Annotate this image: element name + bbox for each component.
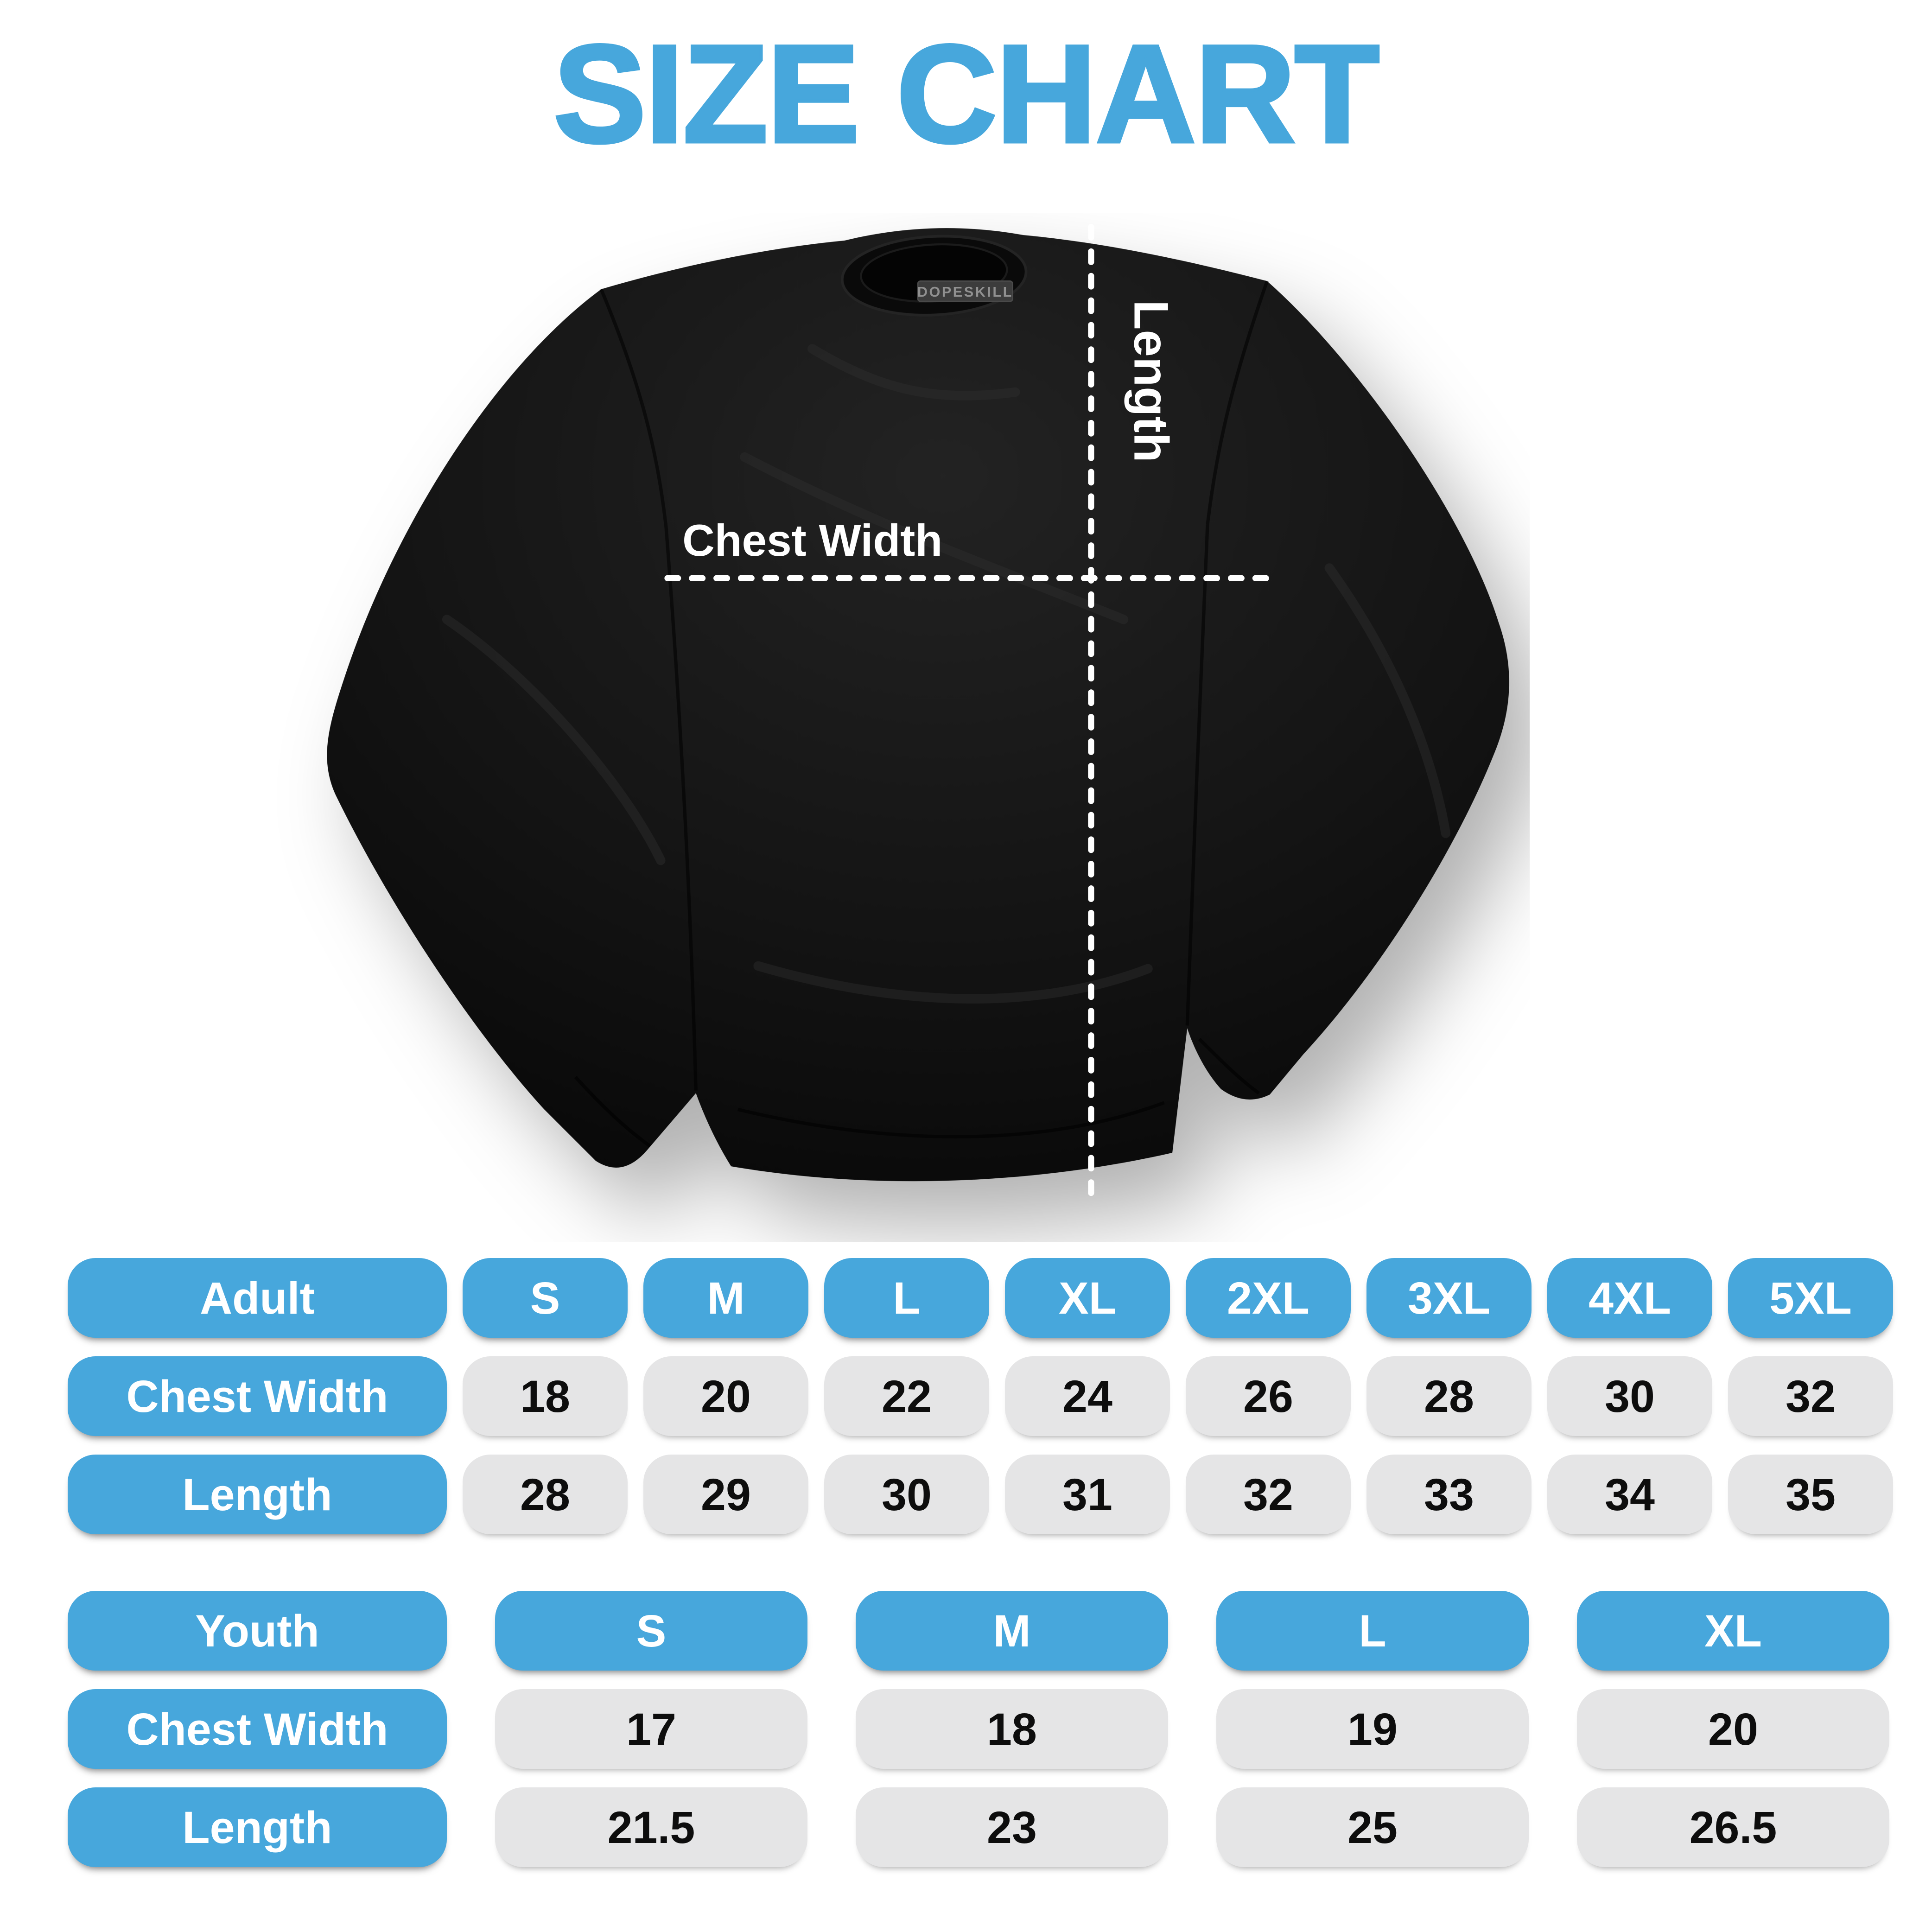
row-label: Chest Width bbox=[68, 1689, 447, 1769]
adult-length-row: Length 28 29 30 31 32 33 34 35 bbox=[68, 1455, 1893, 1534]
value-cell: 24 bbox=[1005, 1356, 1170, 1436]
value-cell: 17 bbox=[495, 1689, 807, 1769]
value-cell: 26.5 bbox=[1577, 1787, 1889, 1867]
adult-size-table: Adult S M L XL 2XL 3XL 4XL 5XL Chest Wid… bbox=[68, 1258, 1893, 1553]
value-cell: 34 bbox=[1547, 1455, 1712, 1534]
adult-size-header-5xl: 5XL bbox=[1728, 1258, 1893, 1338]
value-cell: 28 bbox=[463, 1455, 628, 1534]
value-cell: 25 bbox=[1216, 1787, 1529, 1867]
value-cell: 28 bbox=[1366, 1356, 1532, 1436]
value-cell: 31 bbox=[1005, 1455, 1170, 1534]
adult-size-header-l: L bbox=[824, 1258, 989, 1338]
adult-size-header-4xl: 4XL bbox=[1547, 1258, 1712, 1338]
chest-width-label: Chest Width bbox=[682, 516, 942, 566]
adult-header-row: Adult S M L XL 2XL 3XL 4XL 5XL bbox=[68, 1258, 1893, 1338]
adult-chest-width-row: Chest Width 18 20 22 24 26 28 30 32 bbox=[68, 1356, 1893, 1436]
brand-label: DOPESKILL bbox=[917, 280, 1014, 302]
value-cell: 19 bbox=[1216, 1689, 1529, 1769]
adult-size-header-2xl: 2XL bbox=[1186, 1258, 1351, 1338]
value-cell: 23 bbox=[856, 1787, 1168, 1867]
youth-size-table: Youth S M L XL Chest Width 17 18 19 20 L… bbox=[68, 1591, 1889, 1886]
row-label: Length bbox=[68, 1455, 447, 1534]
value-cell: 20 bbox=[1577, 1689, 1889, 1769]
value-cell: 26 bbox=[1186, 1356, 1351, 1436]
youth-table-title-cell: Youth bbox=[68, 1591, 447, 1671]
adult-size-header-xl: XL bbox=[1005, 1258, 1170, 1338]
youth-chest-width-row: Chest Width 17 18 19 20 bbox=[68, 1689, 1889, 1769]
value-cell: 29 bbox=[643, 1455, 808, 1534]
length-label: Length bbox=[1124, 300, 1178, 462]
youth-header-row: Youth S M L XL bbox=[68, 1591, 1889, 1671]
tshirt-silhouette: DOPESKILL bbox=[327, 228, 1509, 1182]
fabric-wrinkles bbox=[442, 344, 1451, 1004]
youth-size-header-l: L bbox=[1216, 1591, 1529, 1671]
adult-size-header-m: M bbox=[643, 1258, 808, 1338]
sleeve-seams bbox=[574, 280, 1269, 1148]
value-cell: 18 bbox=[463, 1356, 628, 1436]
tshirt-image: DOPESKILL Chest Width Length bbox=[176, 213, 1530, 1242]
value-cell: 22 bbox=[824, 1356, 989, 1436]
value-cell: 30 bbox=[824, 1455, 989, 1534]
youth-size-header-m: M bbox=[856, 1591, 1168, 1671]
value-cell: 30 bbox=[1547, 1356, 1712, 1436]
measurement-guides: Chest Width Length bbox=[664, 224, 1283, 1202]
brand-label-text: DOPESKILL bbox=[917, 284, 1013, 300]
value-cell: 18 bbox=[856, 1689, 1168, 1769]
page-title: SIZE CHART bbox=[552, 16, 1381, 172]
youth-size-header-s: S bbox=[495, 1591, 807, 1671]
row-label: Length bbox=[68, 1787, 447, 1867]
value-cell: 21.5 bbox=[495, 1787, 807, 1867]
adult-size-header-3xl: 3XL bbox=[1366, 1258, 1532, 1338]
value-cell: 32 bbox=[1186, 1455, 1351, 1534]
youth-length-row: Length 21.5 23 25 26.5 bbox=[68, 1787, 1889, 1867]
adult-table-title-cell: Adult bbox=[68, 1258, 447, 1338]
adult-size-header-s: S bbox=[463, 1258, 628, 1338]
value-cell: 35 bbox=[1728, 1455, 1893, 1534]
value-cell: 32 bbox=[1728, 1356, 1893, 1436]
row-label: Chest Width bbox=[68, 1356, 447, 1436]
youth-size-header-xl: XL bbox=[1577, 1591, 1889, 1671]
value-cell: 20 bbox=[643, 1356, 808, 1436]
value-cell: 33 bbox=[1366, 1455, 1532, 1534]
